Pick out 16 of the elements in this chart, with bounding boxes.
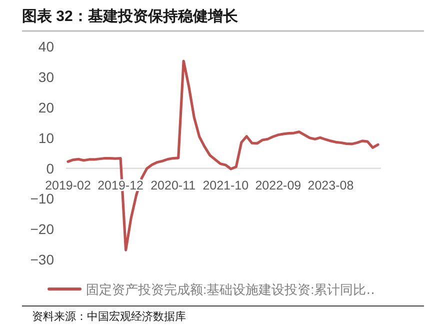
y-tick-label: −30 — [30, 252, 54, 268]
y-tick-label: 10 — [38, 130, 54, 146]
y-tick-label: 30 — [38, 69, 54, 86]
chart-title: 图表 32：基建投资保持稳健增长 — [22, 8, 239, 25]
y-tick-label: 0 — [46, 160, 54, 176]
text: 资料来源：中国宏观经济数据库 — [32, 310, 186, 323]
x-tick-label: 2019-02 — [45, 178, 91, 192]
y-tick-label: 40 — [38, 38, 54, 55]
legend-label: 固定资产投资完成额:基础设施建设投资:累计同比‥ — [86, 282, 375, 297]
y-tick-label: −20 — [30, 221, 54, 238]
y-tick-label: 20 — [38, 100, 54, 116]
x-tick-label: 2021-10 — [202, 178, 249, 192]
x-tick-label: 2020-11 — [150, 178, 196, 192]
x-tick-label: 2023-08 — [308, 178, 354, 192]
y-tick-label: −10 — [30, 190, 54, 207]
x-tick-label: 2022-09 — [255, 178, 302, 192]
